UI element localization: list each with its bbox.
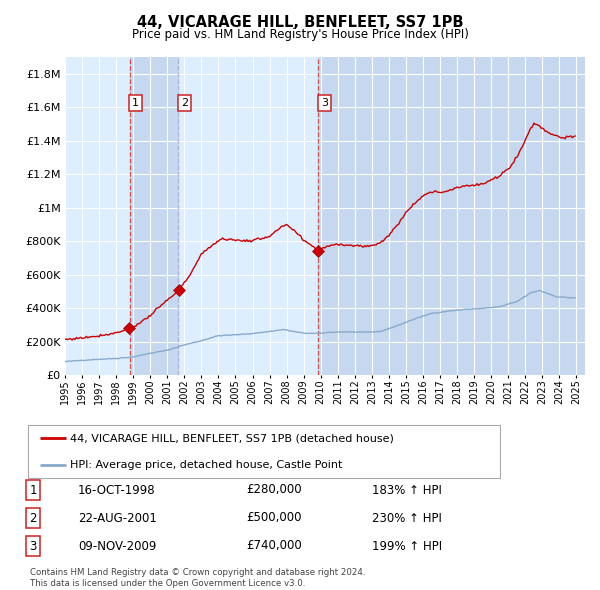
Text: 44, VICARAGE HILL, BENFLEET, SS7 1PB (detached house): 44, VICARAGE HILL, BENFLEET, SS7 1PB (de…: [70, 433, 394, 443]
Text: 3: 3: [321, 98, 328, 108]
Text: 1: 1: [29, 483, 37, 497]
Text: 44, VICARAGE HILL, BENFLEET, SS7 1PB: 44, VICARAGE HILL, BENFLEET, SS7 1PB: [137, 15, 463, 30]
Text: 2: 2: [181, 98, 188, 108]
Text: 183% ↑ HPI: 183% ↑ HPI: [372, 483, 442, 497]
Text: Contains HM Land Registry data © Crown copyright and database right 2024.: Contains HM Land Registry data © Crown c…: [30, 568, 365, 576]
Text: HPI: Average price, detached house, Castle Point: HPI: Average price, detached house, Cast…: [70, 460, 343, 470]
Text: 09-NOV-2009: 09-NOV-2009: [78, 539, 157, 552]
Text: 22-AUG-2001: 22-AUG-2001: [78, 512, 157, 525]
Text: 1: 1: [132, 98, 139, 108]
Text: £280,000: £280,000: [246, 483, 302, 497]
Text: 199% ↑ HPI: 199% ↑ HPI: [372, 539, 442, 552]
Text: 3: 3: [29, 539, 37, 552]
Text: Price paid vs. HM Land Registry's House Price Index (HPI): Price paid vs. HM Land Registry's House …: [131, 28, 469, 41]
Text: £740,000: £740,000: [246, 539, 302, 552]
Text: £500,000: £500,000: [246, 512, 302, 525]
Text: 2: 2: [29, 512, 37, 525]
Bar: [130, 57, 178, 375]
Text: 16-OCT-1998: 16-OCT-1998: [78, 483, 155, 497]
Text: 230% ↑ HPI: 230% ↑ HPI: [372, 512, 442, 525]
Text: This data is licensed under the Open Government Licence v3.0.: This data is licensed under the Open Gov…: [30, 579, 305, 588]
Bar: [319, 57, 585, 375]
